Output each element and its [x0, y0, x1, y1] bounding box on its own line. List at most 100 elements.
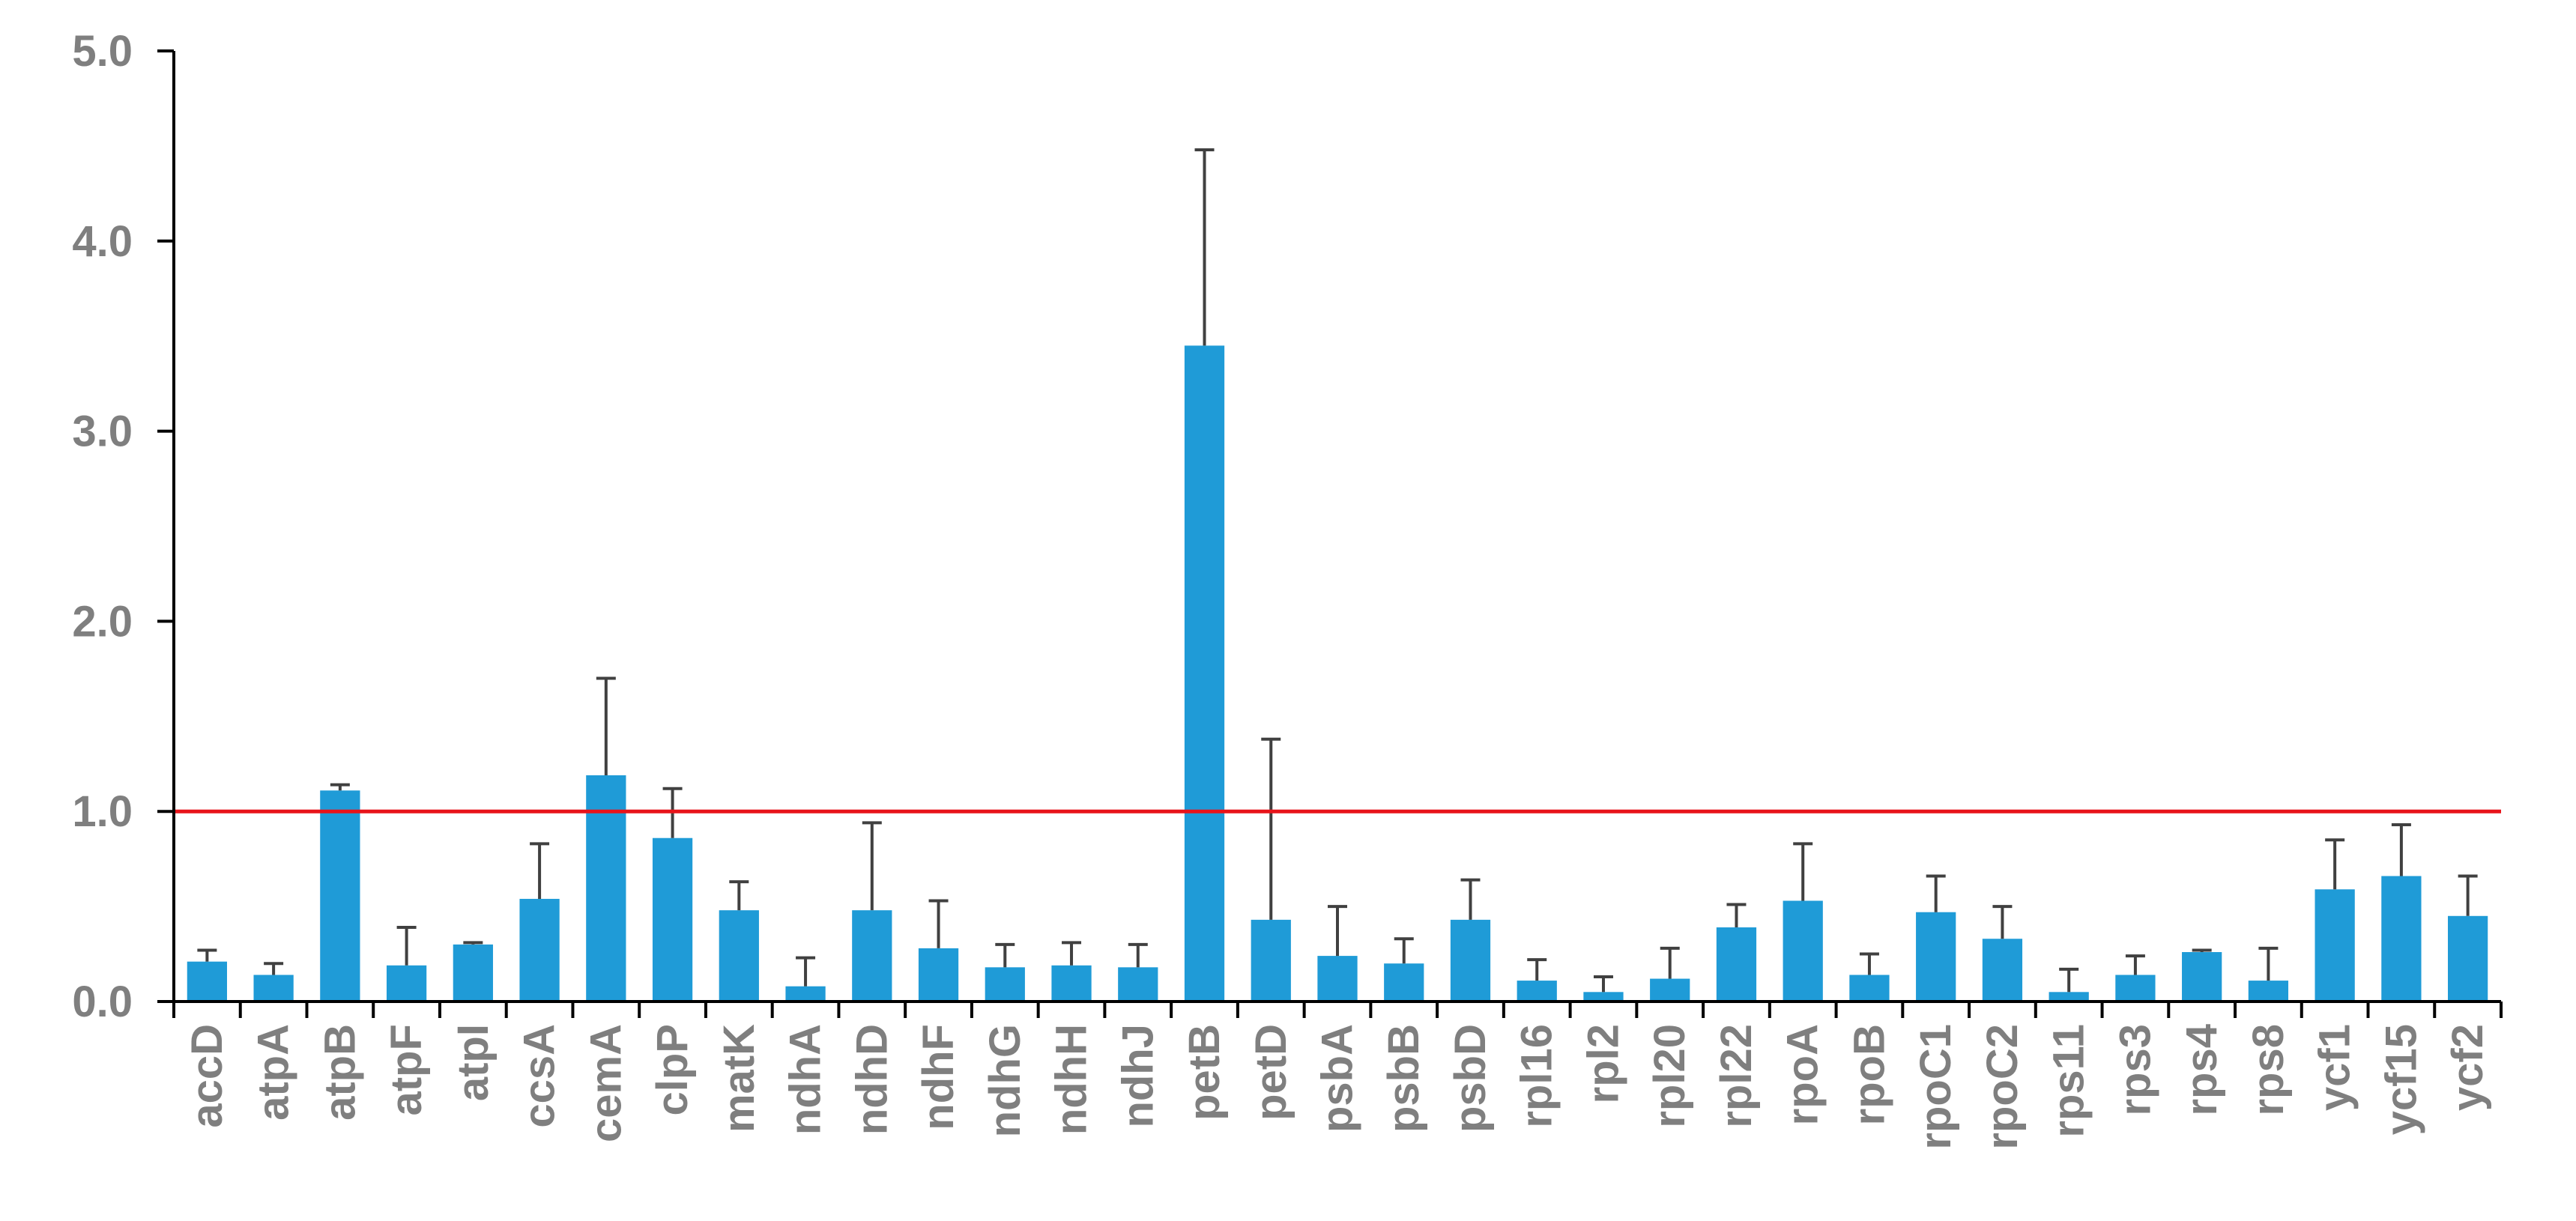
error-bar-ndhA	[796, 956, 816, 987]
x-tick-label-atpF: atpF	[382, 1024, 431, 1115]
bar-atpA	[253, 975, 294, 1002]
bar-ndhD	[852, 910, 892, 1002]
error-bars-layer	[197, 148, 2478, 993]
error-bar-psbB	[1394, 937, 1414, 964]
bar-atpF	[386, 965, 427, 1002]
x-tick-label-ndhG: ndhG	[981, 1024, 1030, 1137]
bar-ycf1	[2315, 889, 2355, 1002]
x-tick-label-rpoC1: rpoC1	[1911, 1024, 1960, 1150]
error-bar-cemA	[596, 676, 616, 775]
error-bar-rps3	[2125, 954, 2145, 975]
x-tick-label-ycf15: ycf15	[2377, 1024, 2425, 1135]
bar-psbA	[1317, 956, 1358, 1002]
error-bar-rpoA	[1793, 842, 1813, 901]
bar-rpoC1	[1916, 912, 1956, 1002]
x-tick-label-psbA: psbA	[1313, 1024, 1362, 1133]
error-bar-clpP	[662, 787, 683, 838]
error-bar-ccsA	[530, 842, 550, 899]
error-bar-rpl22	[1726, 903, 1747, 928]
error-bar-rps11	[2059, 967, 2079, 993]
bar-rpoA	[1783, 900, 1823, 1002]
x-tick-label-rpl16: rpl16	[1513, 1024, 1561, 1128]
y-tick-label: 0.0	[72, 978, 133, 1026]
x-tick-label-psbD: psbD	[1446, 1024, 1495, 1133]
bar-psbD	[1450, 919, 1491, 1002]
y-tick-label: 5.0	[72, 27, 133, 76]
bar-ndhG	[985, 967, 1025, 1002]
x-tick-label-ndhA: ndhA	[781, 1024, 830, 1135]
error-bar-ycf15	[2391, 822, 2411, 876]
bar-ndhH	[1051, 965, 1092, 1002]
x-tick-label-rps4: rps4	[2177, 1024, 2226, 1116]
bar-rpoB	[1849, 975, 1890, 1002]
error-bar-ycf2	[2458, 874, 2478, 916]
bar-ndhJ	[1118, 967, 1158, 1002]
x-tick-label-atpB: atpB	[315, 1024, 364, 1121]
bar-accD	[187, 961, 227, 1002]
x-tick-label-rps8: rps8	[2244, 1024, 2293, 1116]
bar-clpP	[652, 837, 693, 1002]
error-bar-petD	[1261, 737, 1281, 920]
x-tick-label-atpA: atpA	[250, 1024, 298, 1121]
error-bar-rpoC2	[1992, 905, 2013, 939]
x-tick-label-rpl20: rpl20	[1645, 1024, 1694, 1128]
x-tick-label-clpP: clpP	[648, 1024, 697, 1116]
x-tick-label-psbB: psbB	[1379, 1024, 1428, 1133]
x-tick-label-ndhJ: ndhJ	[1113, 1024, 1162, 1128]
bar-psbB	[1384, 963, 1424, 1002]
bar-rpl20	[1650, 978, 1690, 1002]
error-bar-atpF	[396, 926, 417, 966]
error-bar-rpl20	[1660, 946, 1680, 979]
error-bar-atpI	[463, 941, 483, 945]
error-bar-atpB	[330, 783, 350, 791]
x-tick-label-accD: accD	[183, 1024, 232, 1128]
error-bar-ndhD	[862, 821, 882, 911]
bar-rps4	[2182, 952, 2222, 1002]
error-bar-rpoC1	[1926, 874, 1946, 912]
bar-rpl2	[1583, 992, 1624, 1002]
y-tick-label: 2.0	[72, 597, 133, 646]
error-bar-petB	[1194, 148, 1215, 346]
error-bar-ndhG	[995, 942, 1015, 968]
error-bar-rpoB	[1859, 952, 1879, 975]
bar-rps8	[2248, 981, 2289, 1002]
bar-rpl16	[1517, 981, 1557, 1002]
x-tick-label-rpl22: rpl22	[1712, 1024, 1761, 1128]
x-tick-label-ndhH: ndhH	[1047, 1024, 1096, 1135]
x-tick-label-rpoB: rpoB	[1845, 1024, 1893, 1125]
axes-layer	[157, 49, 2503, 1018]
bar-petD	[1251, 919, 1291, 1002]
x-tick-label-cemA: cemA	[581, 1024, 630, 1142]
x-tick-label-ccsA: ccsA	[515, 1024, 564, 1128]
x-tick-label-ycf2: ycf2	[2443, 1024, 2492, 1111]
x-tick-label-ndhF: ndhF	[914, 1024, 963, 1130]
y-tick-label: 1.0	[72, 787, 133, 836]
bar-ycf2	[2448, 915, 2488, 1002]
bar-rps3	[2115, 975, 2156, 1002]
bar-matK	[719, 910, 759, 1002]
bar-rps11	[2049, 992, 2089, 1002]
bars-layer	[187, 345, 2488, 1002]
error-bar-atpA	[264, 962, 284, 975]
error-bar-ndhF	[928, 899, 949, 948]
bar-cemA	[586, 775, 626, 1002]
error-bar-rpl2	[1593, 975, 1613, 993]
x-tick-label-matK: matK	[715, 1024, 764, 1133]
x-tick-label-ycf1: ycf1	[2311, 1024, 2359, 1111]
error-bar-accD	[197, 948, 217, 962]
bar-atpB	[320, 790, 360, 1002]
error-bar-rps8	[2258, 946, 2279, 981]
bar-rpoC2	[1982, 939, 2023, 1002]
error-bar-psbD	[1460, 878, 1481, 920]
error-bar-matK	[729, 880, 749, 911]
x-tick-label-ndhD: ndhD	[847, 1024, 896, 1135]
error-bar-ycf1	[2325, 838, 2345, 890]
x-tick-label-rpoA: rpoA	[1779, 1024, 1827, 1125]
error-bar-ndhH	[1062, 941, 1082, 966]
error-bar-ndhJ	[1128, 942, 1148, 968]
bar-ndhA	[785, 986, 826, 1002]
bar-petB	[1184, 345, 1225, 1002]
x-tick-label-petD: petD	[1247, 1024, 1295, 1121]
x-tick-label-rpl2: rpl2	[1579, 1024, 1627, 1103]
